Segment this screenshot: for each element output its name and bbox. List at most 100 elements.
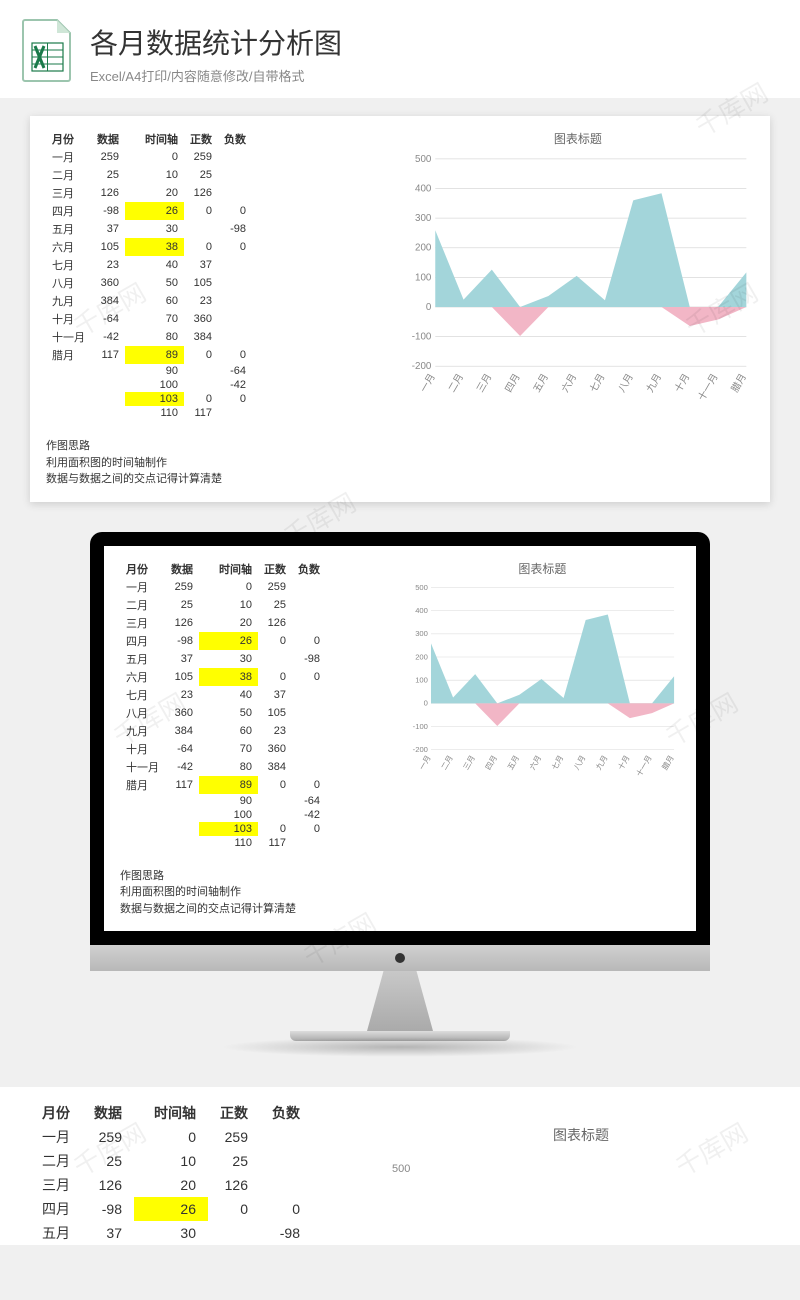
table-row: 腊月1178900 [46, 346, 252, 364]
table-cell: 五月 [30, 1221, 82, 1245]
table-cell: 89 [125, 346, 184, 364]
table-cell: 50 [199, 704, 258, 722]
svg-text:七月: 七月 [550, 753, 565, 771]
table-cell [292, 704, 326, 722]
table-row: 90-64 [46, 364, 252, 378]
svg-text:-100: -100 [412, 332, 432, 343]
table-cell: 0 [184, 238, 218, 256]
table-cell: 126 [165, 614, 199, 632]
table-cell: -98 [292, 650, 326, 668]
table-row: 二月251025 [30, 1149, 312, 1173]
table-cell: 259 [82, 1125, 134, 1149]
table-cell: 105 [258, 704, 292, 722]
table-cell: 0 [292, 668, 326, 686]
svg-text:200: 200 [415, 652, 428, 661]
chart-title: 图表标题 [405, 560, 680, 577]
table-header: 时间轴 [134, 1101, 208, 1125]
table-cell: 四月 [46, 202, 91, 220]
table-row: 一月2590259 [120, 578, 326, 596]
table-cell: 117 [258, 836, 292, 850]
table-cell: 五月 [46, 220, 91, 238]
table-cell: 腊月 [46, 346, 91, 364]
svg-text:500: 500 [415, 583, 428, 592]
table-cell: 50 [125, 274, 184, 292]
table-cell: 26 [134, 1197, 208, 1221]
table-cell: -98 [82, 1197, 134, 1221]
table-header: 时间轴 [125, 130, 184, 148]
table-cell: 0 [208, 1197, 260, 1221]
table-cell: 105 [91, 238, 125, 256]
table-cell: 25 [208, 1149, 260, 1173]
table-cell: 九月 [120, 722, 165, 740]
table-cell [120, 822, 165, 836]
table-row: 五月3730-98 [46, 220, 252, 238]
table-cell: 360 [258, 740, 292, 758]
svg-text:六月: 六月 [527, 753, 543, 771]
table-cell: -42 [292, 808, 326, 822]
table-cell: 0 [184, 202, 218, 220]
svg-text:腊月: 腊月 [660, 753, 675, 771]
table-cell: 105 [184, 274, 218, 292]
table-cell: 十一月 [120, 758, 165, 776]
table-cell [218, 184, 252, 202]
svg-text:-100: -100 [412, 721, 427, 730]
table-cell: 0 [258, 776, 292, 794]
table-cell: 90 [125, 364, 184, 378]
table-cell: 0 [125, 148, 184, 166]
table-cell: -98 [165, 632, 199, 650]
table-cell: 103 [199, 822, 258, 836]
svg-text:-200: -200 [412, 361, 432, 372]
svg-text:十一月: 十一月 [695, 371, 721, 403]
table-cell: 0 [184, 392, 218, 406]
svg-text:五月: 五月 [505, 753, 520, 771]
table-cell: -64 [165, 740, 199, 758]
chart-title: 图表标题 [402, 130, 754, 147]
table-row: 四月-982600 [30, 1197, 312, 1221]
table-row: 四月-982600 [46, 202, 252, 220]
table-cell: 80 [199, 758, 258, 776]
table-cell: 384 [91, 292, 125, 310]
data-table: 月份数据时间轴正数负数一月2590259二月251025三月12620126四月… [120, 560, 326, 850]
table-cell: -98 [218, 220, 252, 238]
table-row: 八月36050105 [120, 704, 326, 722]
table-cell: 30 [199, 650, 258, 668]
table-cell: 126 [258, 614, 292, 632]
table-cell: 20 [125, 184, 184, 202]
table-cell: 40 [199, 686, 258, 704]
table-cell [218, 274, 252, 292]
table-cell: 0 [218, 238, 252, 256]
table-cell [46, 392, 91, 406]
monitor-stand [345, 971, 455, 1031]
table-cell: 38 [125, 238, 184, 256]
notes-line-2: 数据与数据之间的交点记得计算清楚 [120, 901, 389, 918]
table-cell: 六月 [120, 668, 165, 686]
table-row: 五月3730-98 [30, 1221, 312, 1245]
notes-heading: 作图思路 [46, 438, 386, 455]
table-cell [260, 1125, 312, 1149]
table-cell: 26 [199, 632, 258, 650]
table-header: 负数 [260, 1101, 312, 1125]
table-cell: 腊月 [120, 776, 165, 794]
table-cell: 40 [125, 256, 184, 274]
table-row: 八月36050105 [46, 274, 252, 292]
table-cell: 126 [208, 1173, 260, 1197]
table-cell: 二月 [120, 596, 165, 614]
table-cell [218, 166, 252, 184]
table-row: 十一月-4280384 [46, 328, 252, 346]
table-cell: 十一月 [46, 328, 91, 346]
table-cell [120, 808, 165, 822]
table-header: 负数 [218, 130, 252, 148]
table-cell [218, 148, 252, 166]
table-header: 月份 [120, 560, 165, 578]
notes-line-1: 利用面积图的时间轴制作 [46, 455, 386, 472]
table-row: 二月251025 [120, 596, 326, 614]
table-cell: 三月 [30, 1173, 82, 1197]
svg-text:0: 0 [423, 698, 427, 707]
table-cell: 0 [184, 346, 218, 364]
table-cell: 110 [199, 836, 258, 850]
page-subtitle: Excel/A4打印/内容随意修改/自带格式 [90, 66, 780, 85]
svg-text:一月: 一月 [418, 372, 438, 395]
table-cell: 259 [184, 148, 218, 166]
table-cell: -42 [91, 328, 125, 346]
table-cell: 0 [218, 346, 252, 364]
